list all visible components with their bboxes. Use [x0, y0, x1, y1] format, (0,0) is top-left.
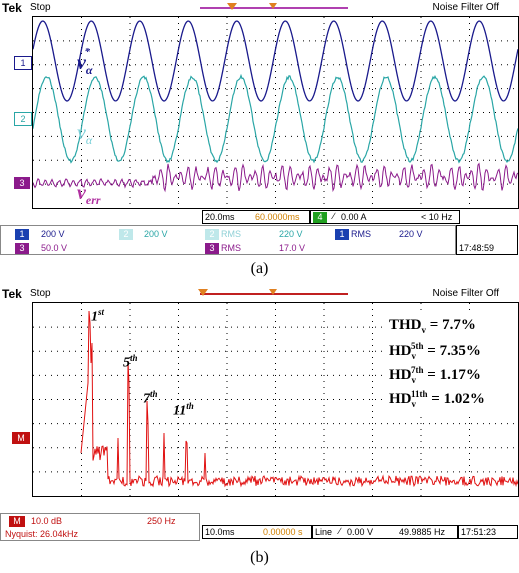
header-bar-b: Tek Stop Noise Filter Off — [0, 286, 519, 302]
timebase-box-b[interactable]: 10.0ms 0.00000 s — [202, 525, 312, 539]
label-v-err: verr — [77, 182, 101, 208]
trigger-position-value-b: 0.00000 s — [263, 527, 303, 537]
trigger-slope-icon: ∕ — [333, 211, 335, 221]
math-scale-box: M 10.0 dB 250 Hz Nyquist: 26.04kHz — [0, 513, 200, 541]
meas-a-value: 220 V — [279, 229, 303, 239]
clock-value-b: 17:51:23 — [461, 527, 496, 537]
harmonic-label-1st: 1st — [91, 307, 104, 326]
meas-a-badge: 2 — [205, 229, 219, 240]
timebase-value: 20.0ms — [205, 212, 235, 222]
ch3-scale: 50.0 V — [41, 243, 67, 253]
label-v-alpha: vα — [77, 122, 92, 148]
acquisition-status: Stop — [30, 2, 51, 13]
clock-value: 17:48:59 — [459, 243, 494, 253]
ch1-marker[interactable]: 1 — [14, 56, 32, 70]
trigger-position-icon-b — [198, 289, 208, 296]
channel-scales-box: 1 200 V 2 200 V 3 50.0 V 2 RMS 220 V 3 R… — [0, 225, 456, 255]
meas-b-value: 17.0 V — [279, 243, 305, 253]
hd5-line: HDv5th = 7.35% — [389, 341, 486, 361]
ch2-scale: 200 V — [144, 229, 168, 239]
brand-logo: Tek — [2, 1, 22, 15]
waveform-svg-a — [33, 17, 518, 208]
harmonic-label-11th: 11th — [173, 401, 194, 420]
trigger-box[interactable]: 4 ∕ 0.00 A < 10 Hz — [310, 210, 460, 224]
frequency-value: < 10 Hz — [421, 212, 452, 222]
trigger-level-value: 0.00 A — [341, 212, 367, 222]
meas-c-label: RMS — [351, 229, 371, 239]
meas-b-label: RMS — [221, 243, 241, 253]
harmonic-label-5th: 5th — [123, 353, 138, 372]
waveform-grid-a: vα* vα verr — [32, 16, 519, 209]
trigger-source-value: Line — [315, 527, 332, 537]
math-badge: M — [9, 516, 25, 527]
readout-bar-a: 20.0ms 60.0000ms 4 ∕ 0.00 A < 10 Hz 1 20… — [0, 208, 519, 256]
nyquist-value: Nyquist: 26.04kHz — [5, 529, 78, 539]
trigger-channel-badge: 4 — [313, 212, 327, 223]
math-scale-value: 10.0 dB — [31, 516, 62, 526]
scope-panel-a: Tek Stop Noise Filter Off vα* vα verr 1 … — [0, 0, 519, 285]
meas-c-value: 220 V — [399, 229, 423, 239]
thd-readout: THDv = 7.7% HDv5th = 7.35% HDv7th = 1.17… — [387, 313, 515, 413]
trigger-position-value: 60.0000ms — [255, 212, 300, 222]
clock-box-b: 17:51:23 — [458, 525, 518, 539]
meas-a-label: RMS — [221, 229, 241, 239]
harmonic-label-7th: 7th — [143, 389, 158, 408]
trigger-level-value-b: 0.00 V — [347, 527, 373, 537]
math-span-value: 250 Hz — [147, 516, 176, 526]
noise-filter-status: Noise Filter Off — [433, 2, 500, 13]
meas-b-badge: 3 — [205, 243, 219, 254]
meas-c-badge: 1 — [335, 229, 349, 240]
ch2-badge: 2 — [119, 229, 133, 240]
caption-a: (a) — [0, 260, 519, 278]
trigger-box-b[interactable]: Line ∕ 0.00 V 49.9885 Hz — [312, 525, 458, 539]
ch1-badge: 1 — [15, 229, 29, 240]
scope-panel-b: Tek Stop Noise Filter Off 1st 5th 7th 11… — [0, 286, 519, 573]
timebase-box[interactable]: 20.0ms 60.0000ms — [202, 210, 310, 224]
spectrum-grid: 1st 5th 7th 11th THDv = 7.7% HDv5th = 7.… — [32, 302, 519, 497]
frequency-value-b: 49.9885 Hz — [399, 527, 445, 537]
timebase-value-b: 10.0ms — [205, 527, 235, 537]
trigger-point-icon-b — [269, 289, 277, 295]
acquisition-status-b: Stop — [30, 288, 51, 299]
header-bar: Tek Stop Noise Filter Off — [0, 0, 519, 16]
hd7-line: HDv7th = 1.17% — [389, 365, 486, 385]
readout-bar-b: M 10.0 dB 250 Hz Nyquist: 26.04kHz 10.0m… — [0, 511, 519, 543]
ch2-marker[interactable]: 2 — [14, 112, 32, 126]
ch1-scale: 200 V — [41, 229, 65, 239]
math-marker[interactable]: M — [12, 432, 30, 444]
brand-logo-b: Tek — [2, 287, 22, 301]
trigger-slope-icon-b: ∕ — [339, 526, 341, 536]
thd-line: THDv = 7.7% — [389, 317, 476, 335]
caption-b: (b) — [0, 549, 519, 567]
trigger-point-icon — [269, 3, 277, 9]
noise-filter-status-b: Noise Filter Off — [433, 288, 500, 299]
trigger-position-icon — [227, 3, 237, 10]
ch3-badge: 3 — [15, 243, 29, 254]
hd11-line: HDv11th = 1.02% — [389, 389, 490, 409]
label-v-alpha-star: vα* — [77, 52, 98, 78]
clock-box: 17:48:59 — [456, 225, 518, 255]
ch3-marker[interactable]: 3 — [14, 177, 30, 189]
